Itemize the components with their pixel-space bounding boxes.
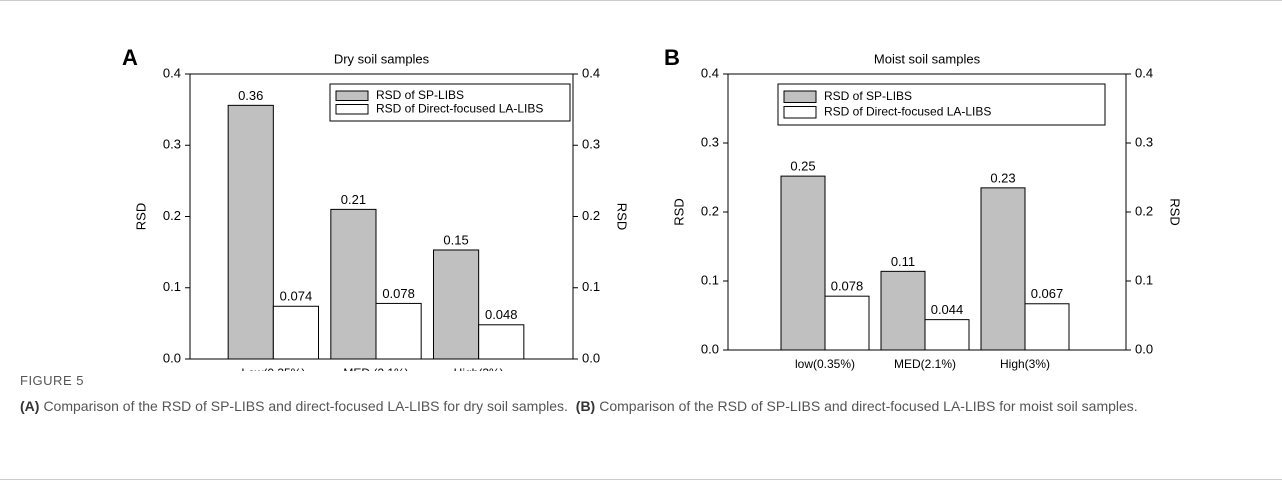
caption-text: Comparison of the RSD of SP-LIBS and dir… (43, 398, 568, 414)
caption-panel: (A) (20, 398, 40, 414)
bar (780, 175, 826, 351)
legend-swatch (335, 90, 369, 101)
y-tick-label: 0.1 (163, 279, 181, 294)
y-tick-label: 0.0 (701, 341, 719, 356)
y-tick-label: 0.4 (163, 65, 181, 80)
bar (227, 104, 274, 360)
value-label: 0.25 (790, 159, 815, 174)
value-label: 0.078 (382, 286, 415, 301)
x-tick-label: Low(0.35%) (241, 366, 305, 371)
y-tick-label: 0.2 (163, 208, 181, 223)
y2-tick-label: 0.1 (582, 279, 600, 294)
bar (824, 295, 870, 351)
caption-text: Comparison of the RSD of SP-LIBS and dir… (599, 398, 1138, 414)
x-tick-label: MED(2.1%) (894, 357, 956, 371)
legend-box (329, 83, 571, 122)
y-tick-label: 0.2 (701, 203, 719, 218)
y2-tick-label: 0.2 (582, 208, 600, 223)
y2-tick-label: 0.4 (1135, 65, 1153, 80)
legend-label: RSD of SP-LIBS (824, 89, 912, 103)
value-label: 0.11 (891, 254, 915, 269)
legend-swatch (335, 104, 369, 115)
y2-tick-label: 0.0 (1135, 341, 1153, 356)
chart: A Dry soil samples 0.0 0.1 0.2 0.3 0.4 0.0 0.1 0.… (122, 45, 1183, 371)
bar (478, 324, 525, 360)
y-axis-label: RSD (671, 198, 686, 225)
y2-tick-label: 0.3 (1135, 134, 1153, 149)
y2-tick-label: 0.2 (1135, 203, 1153, 218)
y2-tick-label: 0.3 (582, 137, 600, 152)
x-tick-label: MED.(2.1%) (343, 366, 408, 371)
legend-swatch (783, 106, 817, 119)
legend-label: RSD of Direct-focused LA-LIBS (376, 101, 543, 115)
x-tick-label: High(3%) (1000, 357, 1050, 371)
legend-swatch (783, 90, 817, 103)
y2-axis-label: RSD (615, 203, 630, 230)
bar (432, 249, 480, 360)
chart-title: Dry soil samples (334, 51, 430, 66)
value-label: 0.067 (1031, 286, 1064, 301)
y-tick-label: 0.4 (701, 65, 719, 80)
y-tick-label: 0.1 (701, 272, 719, 287)
x-tick-label: High(3%) (454, 366, 504, 371)
y2-tick-label: 0.0 (582, 350, 600, 365)
legend-label: RSD of Direct-focused LA-LIBS (824, 104, 991, 118)
figure: A Dry soil samples 0.0 0.1 0.2 0.3 0.4 0.0 0.1 0.… (0, 0, 1282, 480)
panel-label: B (664, 45, 680, 70)
y-tick-label: 0.3 (701, 134, 719, 149)
bar (880, 270, 926, 351)
x-tick-label: low(0.35%) (795, 357, 855, 371)
panel-label: A (122, 45, 138, 70)
y-axis-label: RSD (133, 203, 148, 230)
figure-label: FIGURE 5 (20, 373, 84, 388)
bar (375, 302, 422, 360)
bar (1024, 303, 1070, 351)
value-label: 0.078 (831, 279, 864, 294)
bar (330, 208, 377, 360)
value-label: 0.074 (280, 289, 313, 304)
y2-axis-label: RSD (1168, 198, 1183, 225)
value-label: 0.044 (931, 302, 964, 317)
bar (980, 187, 1026, 351)
value-label: 0.36 (238, 88, 263, 103)
chart-title: Moist soil samples (874, 51, 981, 66)
legend-box (777, 83, 1106, 126)
y-tick-label: 0.3 (163, 137, 181, 152)
y2-tick-label: 0.4 (582, 65, 600, 80)
value-label: 0.23 (990, 170, 1015, 185)
y2-tick-label: 0.1 (1135, 272, 1153, 287)
value-label: 0.21 (341, 192, 366, 207)
caption: (A) Comparison of the RSD of SP-LIBS and … (20, 395, 1240, 417)
bar (924, 319, 970, 351)
legend-label: RSD of SP-LIBS (376, 88, 464, 102)
value-label: 0.048 (485, 307, 518, 322)
value-label: 0.15 (443, 232, 468, 247)
y-tick-label: 0.0 (163, 350, 181, 365)
bar (272, 305, 320, 360)
caption-panel: (B) (575, 398, 596, 414)
